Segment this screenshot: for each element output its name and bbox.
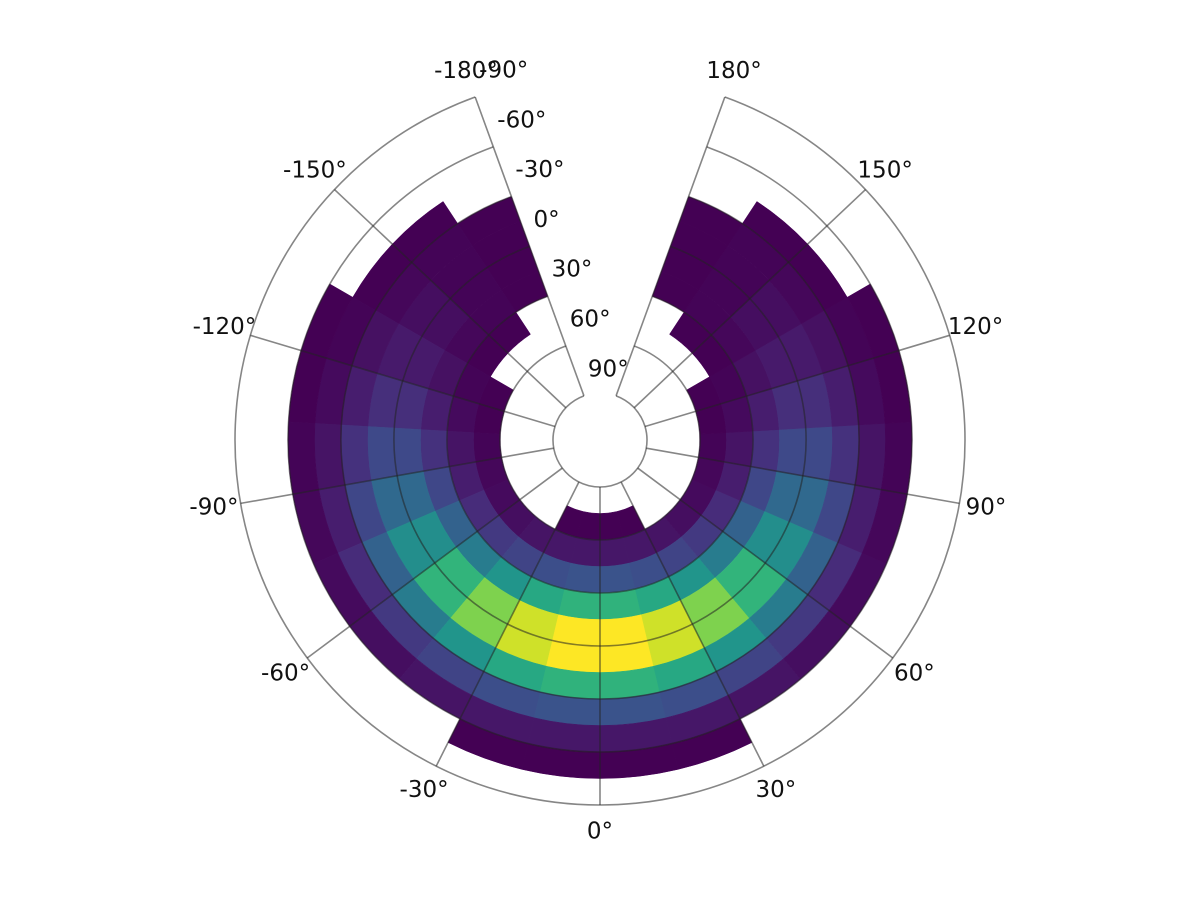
heat-cell	[564, 562, 601, 594]
r-tick-label: -30°	[515, 157, 564, 183]
heat-cell	[367, 426, 398, 481]
theta-tick-label: 150°	[857, 157, 912, 183]
theta-tick-label: 60°	[894, 661, 935, 687]
grid-spoke	[637, 467, 894, 659]
heat-cell	[420, 429, 450, 472]
grid-spoke	[306, 467, 563, 659]
grid-spoke	[633, 188, 867, 409]
grid-spoke	[240, 447, 554, 505]
theta-tick-label: 0°	[587, 819, 613, 845]
theta-tick-label: 90°	[966, 495, 1007, 521]
grid-spoke	[333, 188, 567, 409]
heat-cell	[776, 427, 807, 477]
r-tick-label: -60°	[497, 107, 546, 133]
heat-cell	[750, 429, 780, 472]
grid-circle	[552, 395, 648, 488]
theta-tick-label: -30°	[400, 777, 449, 803]
heat-cell	[393, 427, 424, 477]
grid-spoke	[474, 96, 585, 397]
heat-cell	[802, 426, 833, 481]
theta-tick-label: 180°	[706, 58, 761, 84]
heat-cell	[287, 421, 320, 495]
grid-spoke	[620, 481, 765, 767]
theta-tick-label: 30°	[756, 777, 797, 803]
r-tick-label: 30°	[552, 257, 593, 283]
r-tick-label: -90°	[479, 58, 528, 84]
heat-cell	[880, 421, 913, 495]
r-tick-label: 0°	[534, 207, 560, 233]
theta-tick-label: -180°	[434, 58, 498, 84]
heat-cell	[340, 424, 372, 486]
r-tick-label: 60°	[570, 307, 611, 333]
heat-cell	[446, 430, 476, 467]
heat-cell	[724, 430, 754, 467]
heat-cell	[828, 424, 860, 486]
grid-spoke	[646, 447, 960, 505]
grid-spoke	[644, 334, 950, 428]
grid-spoke	[435, 481, 580, 767]
theta-tick-label: -90°	[189, 495, 238, 521]
grid-spoke	[615, 96, 726, 397]
theta-tick-label: -60°	[261, 661, 310, 687]
theta-tick-label: -120°	[193, 314, 257, 340]
theta-tick-label: -150°	[283, 157, 347, 183]
theta-tick-label: 120°	[948, 314, 1003, 340]
grid-spoke	[250, 334, 556, 428]
